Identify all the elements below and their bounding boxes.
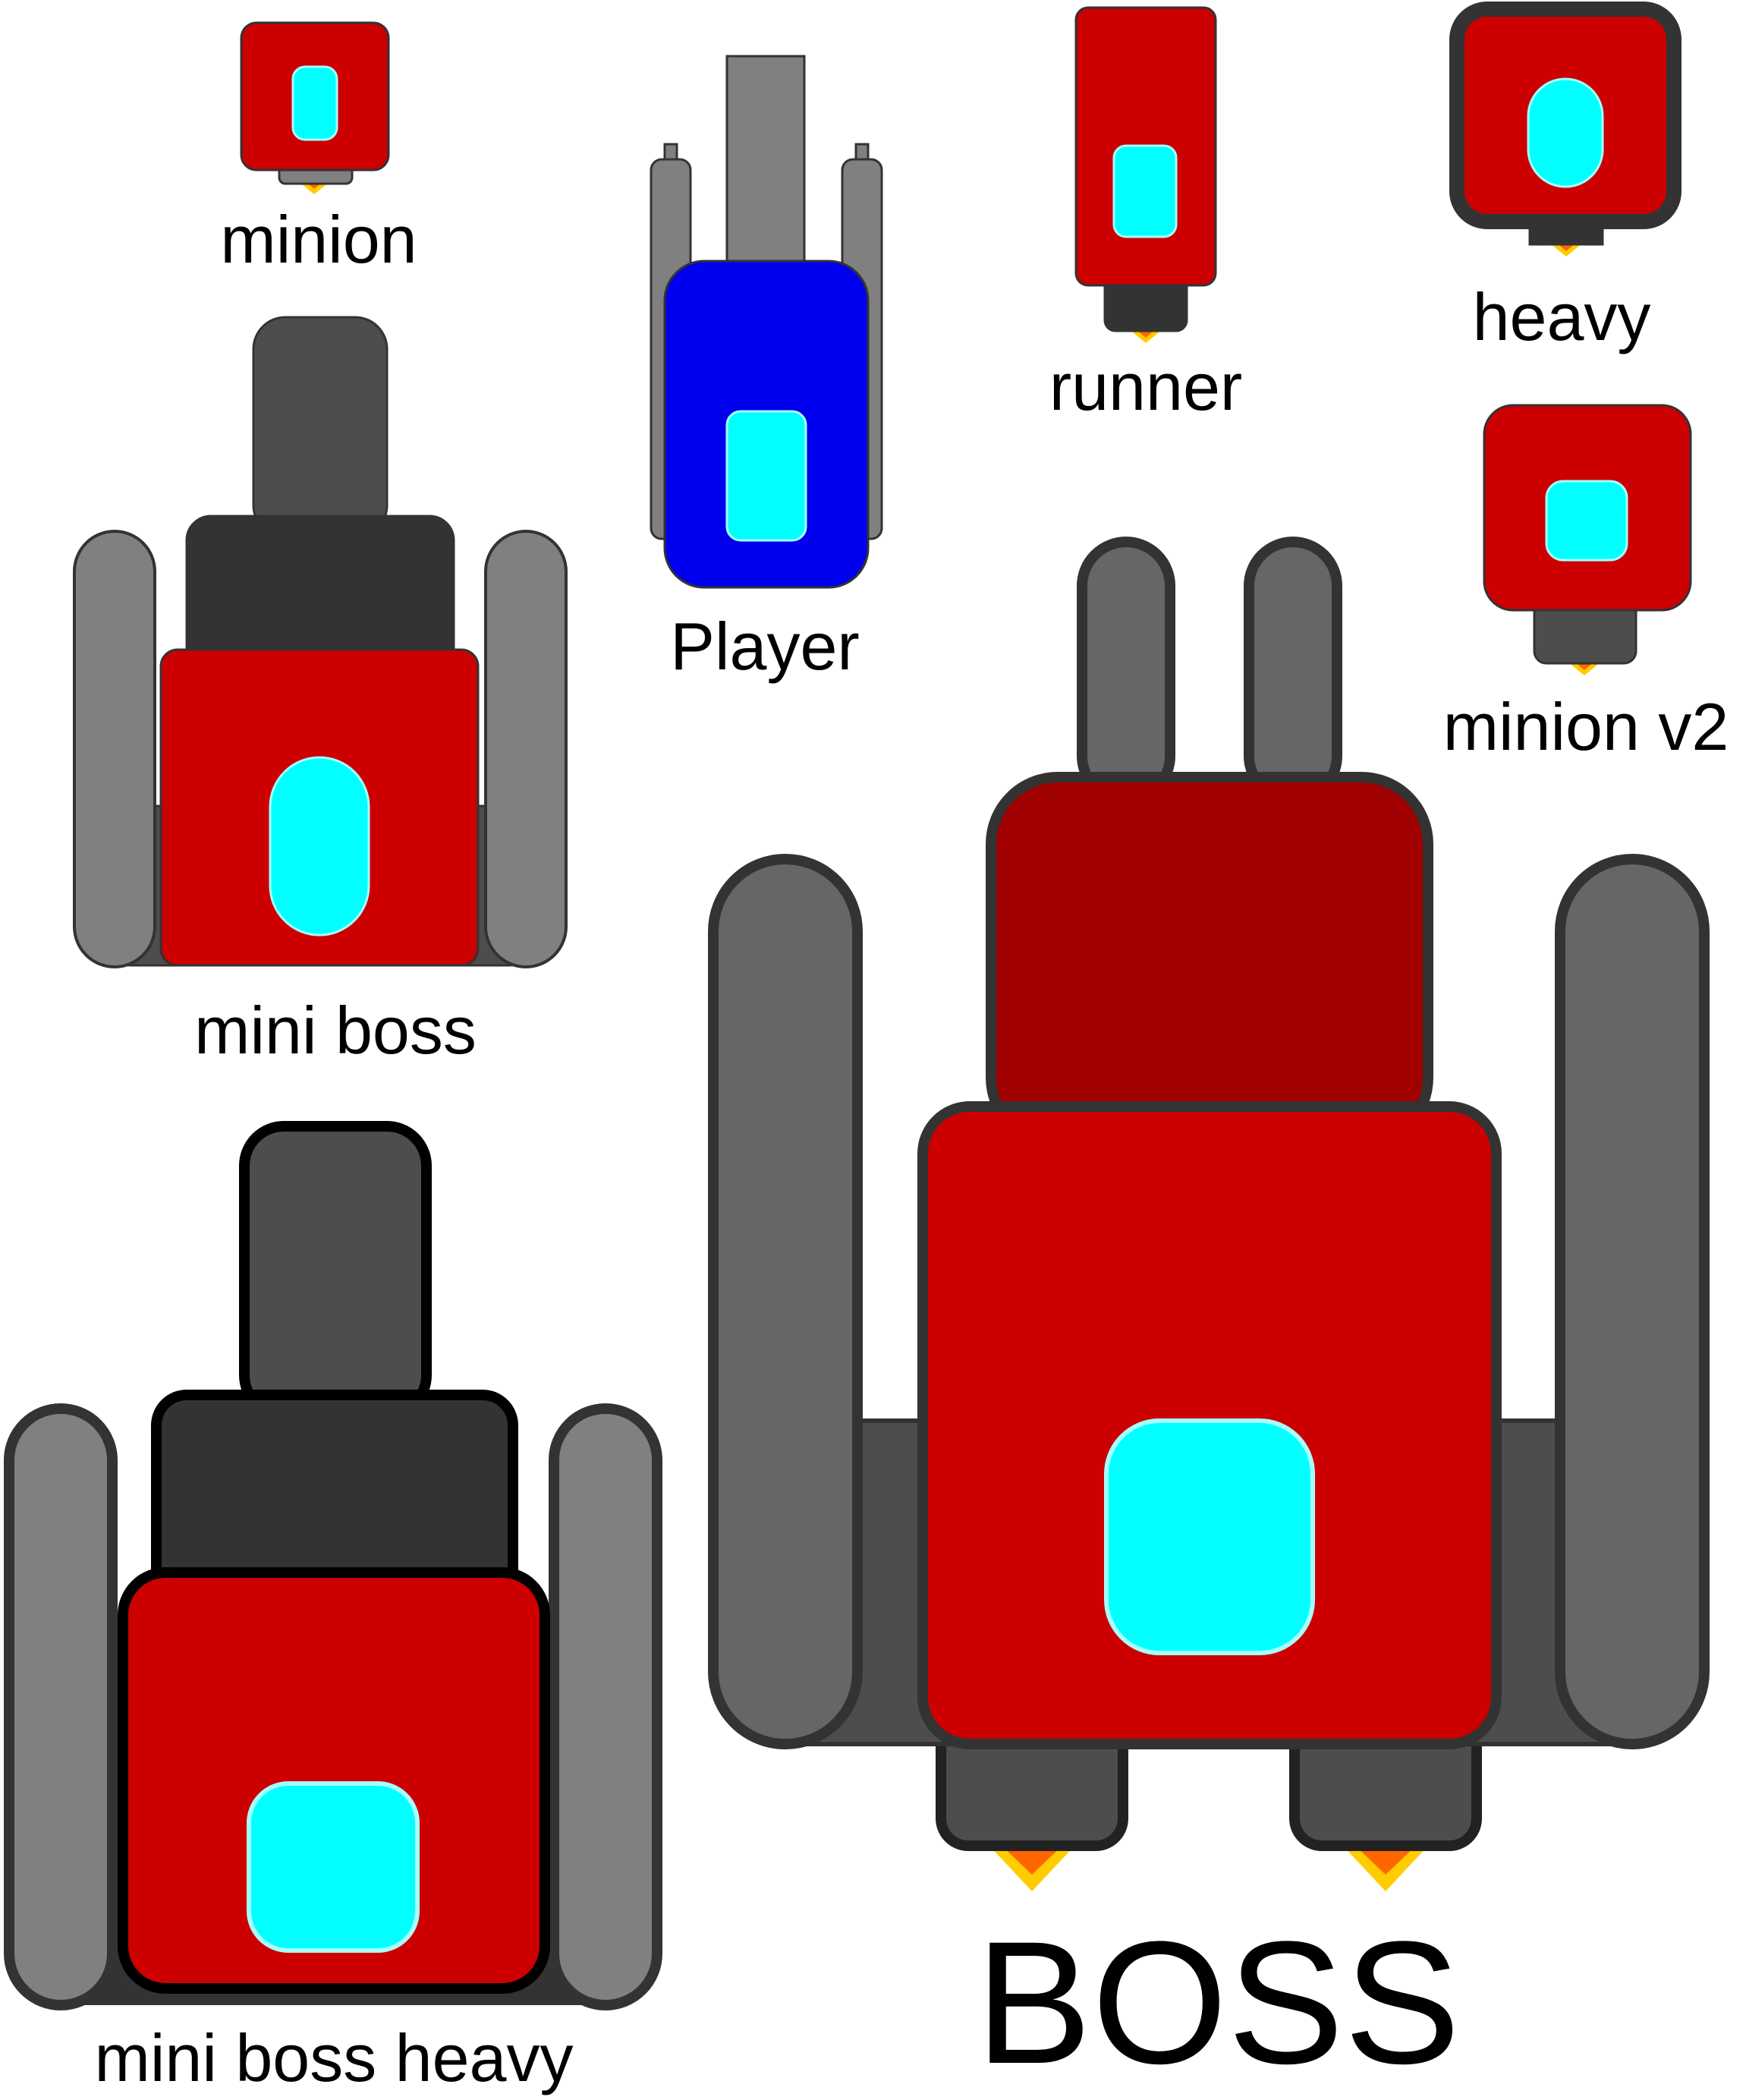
boss-left-track	[708, 854, 863, 1749]
player-cockpit	[725, 410, 807, 542]
heavy-label: heavy	[1472, 279, 1651, 354]
mini-boss-heavy-cockpit	[247, 1781, 420, 1953]
player-sprite	[650, 55, 883, 589]
mini-boss-heavy-label: mini boss heavy	[94, 2020, 574, 2095]
player-label: Player	[670, 609, 860, 684]
player-main-cannon	[725, 55, 806, 285]
heavy-cockpit	[1527, 77, 1604, 188]
boss-right-cannon	[1244, 537, 1342, 805]
mini-boss-heavy-body	[118, 1567, 550, 1994]
boss-left-cannon	[1077, 537, 1175, 805]
boss-right-thruster-flame	[1342, 1844, 1430, 1891]
runner-cockpit	[1112, 144, 1178, 238]
minion-v2-label: minion v2	[1442, 689, 1729, 764]
mini-boss-left-track	[73, 530, 156, 968]
mini-boss-heavy-right-track	[549, 1403, 662, 2010]
runner-sprite	[1074, 6, 1217, 343]
boss-label: BOSS	[975, 1905, 1461, 2100]
minion-sprite	[240, 21, 390, 194]
minion-label: minion	[220, 202, 417, 277]
runner-label: runner	[1049, 349, 1243, 424]
mini-boss-cockpit	[269, 756, 370, 937]
mini-boss-label: mini boss	[194, 993, 477, 1068]
boss-left-thruster-flame	[988, 1844, 1076, 1891]
minion-cockpit	[291, 65, 338, 141]
boss-rear-body	[986, 772, 1433, 1150]
heavy-sprite	[1449, 2, 1682, 257]
mini-boss-right-track	[484, 530, 568, 968]
mini-boss-heavy-sprite	[4, 1121, 662, 2010]
mini-boss-heavy-turret	[239, 1121, 432, 1420]
minion-v2-cockpit	[1545, 480, 1628, 562]
minion-v2-sprite	[1483, 404, 1692, 675]
boss-right-track	[1555, 854, 1710, 1749]
mini-boss-sprite	[73, 316, 568, 968]
mini-boss-heavy-left-track	[4, 1403, 118, 2010]
mini-boss-turret	[252, 316, 389, 539]
boss-sprite	[708, 537, 1710, 1891]
boss-cockpit	[1104, 1418, 1315, 1655]
